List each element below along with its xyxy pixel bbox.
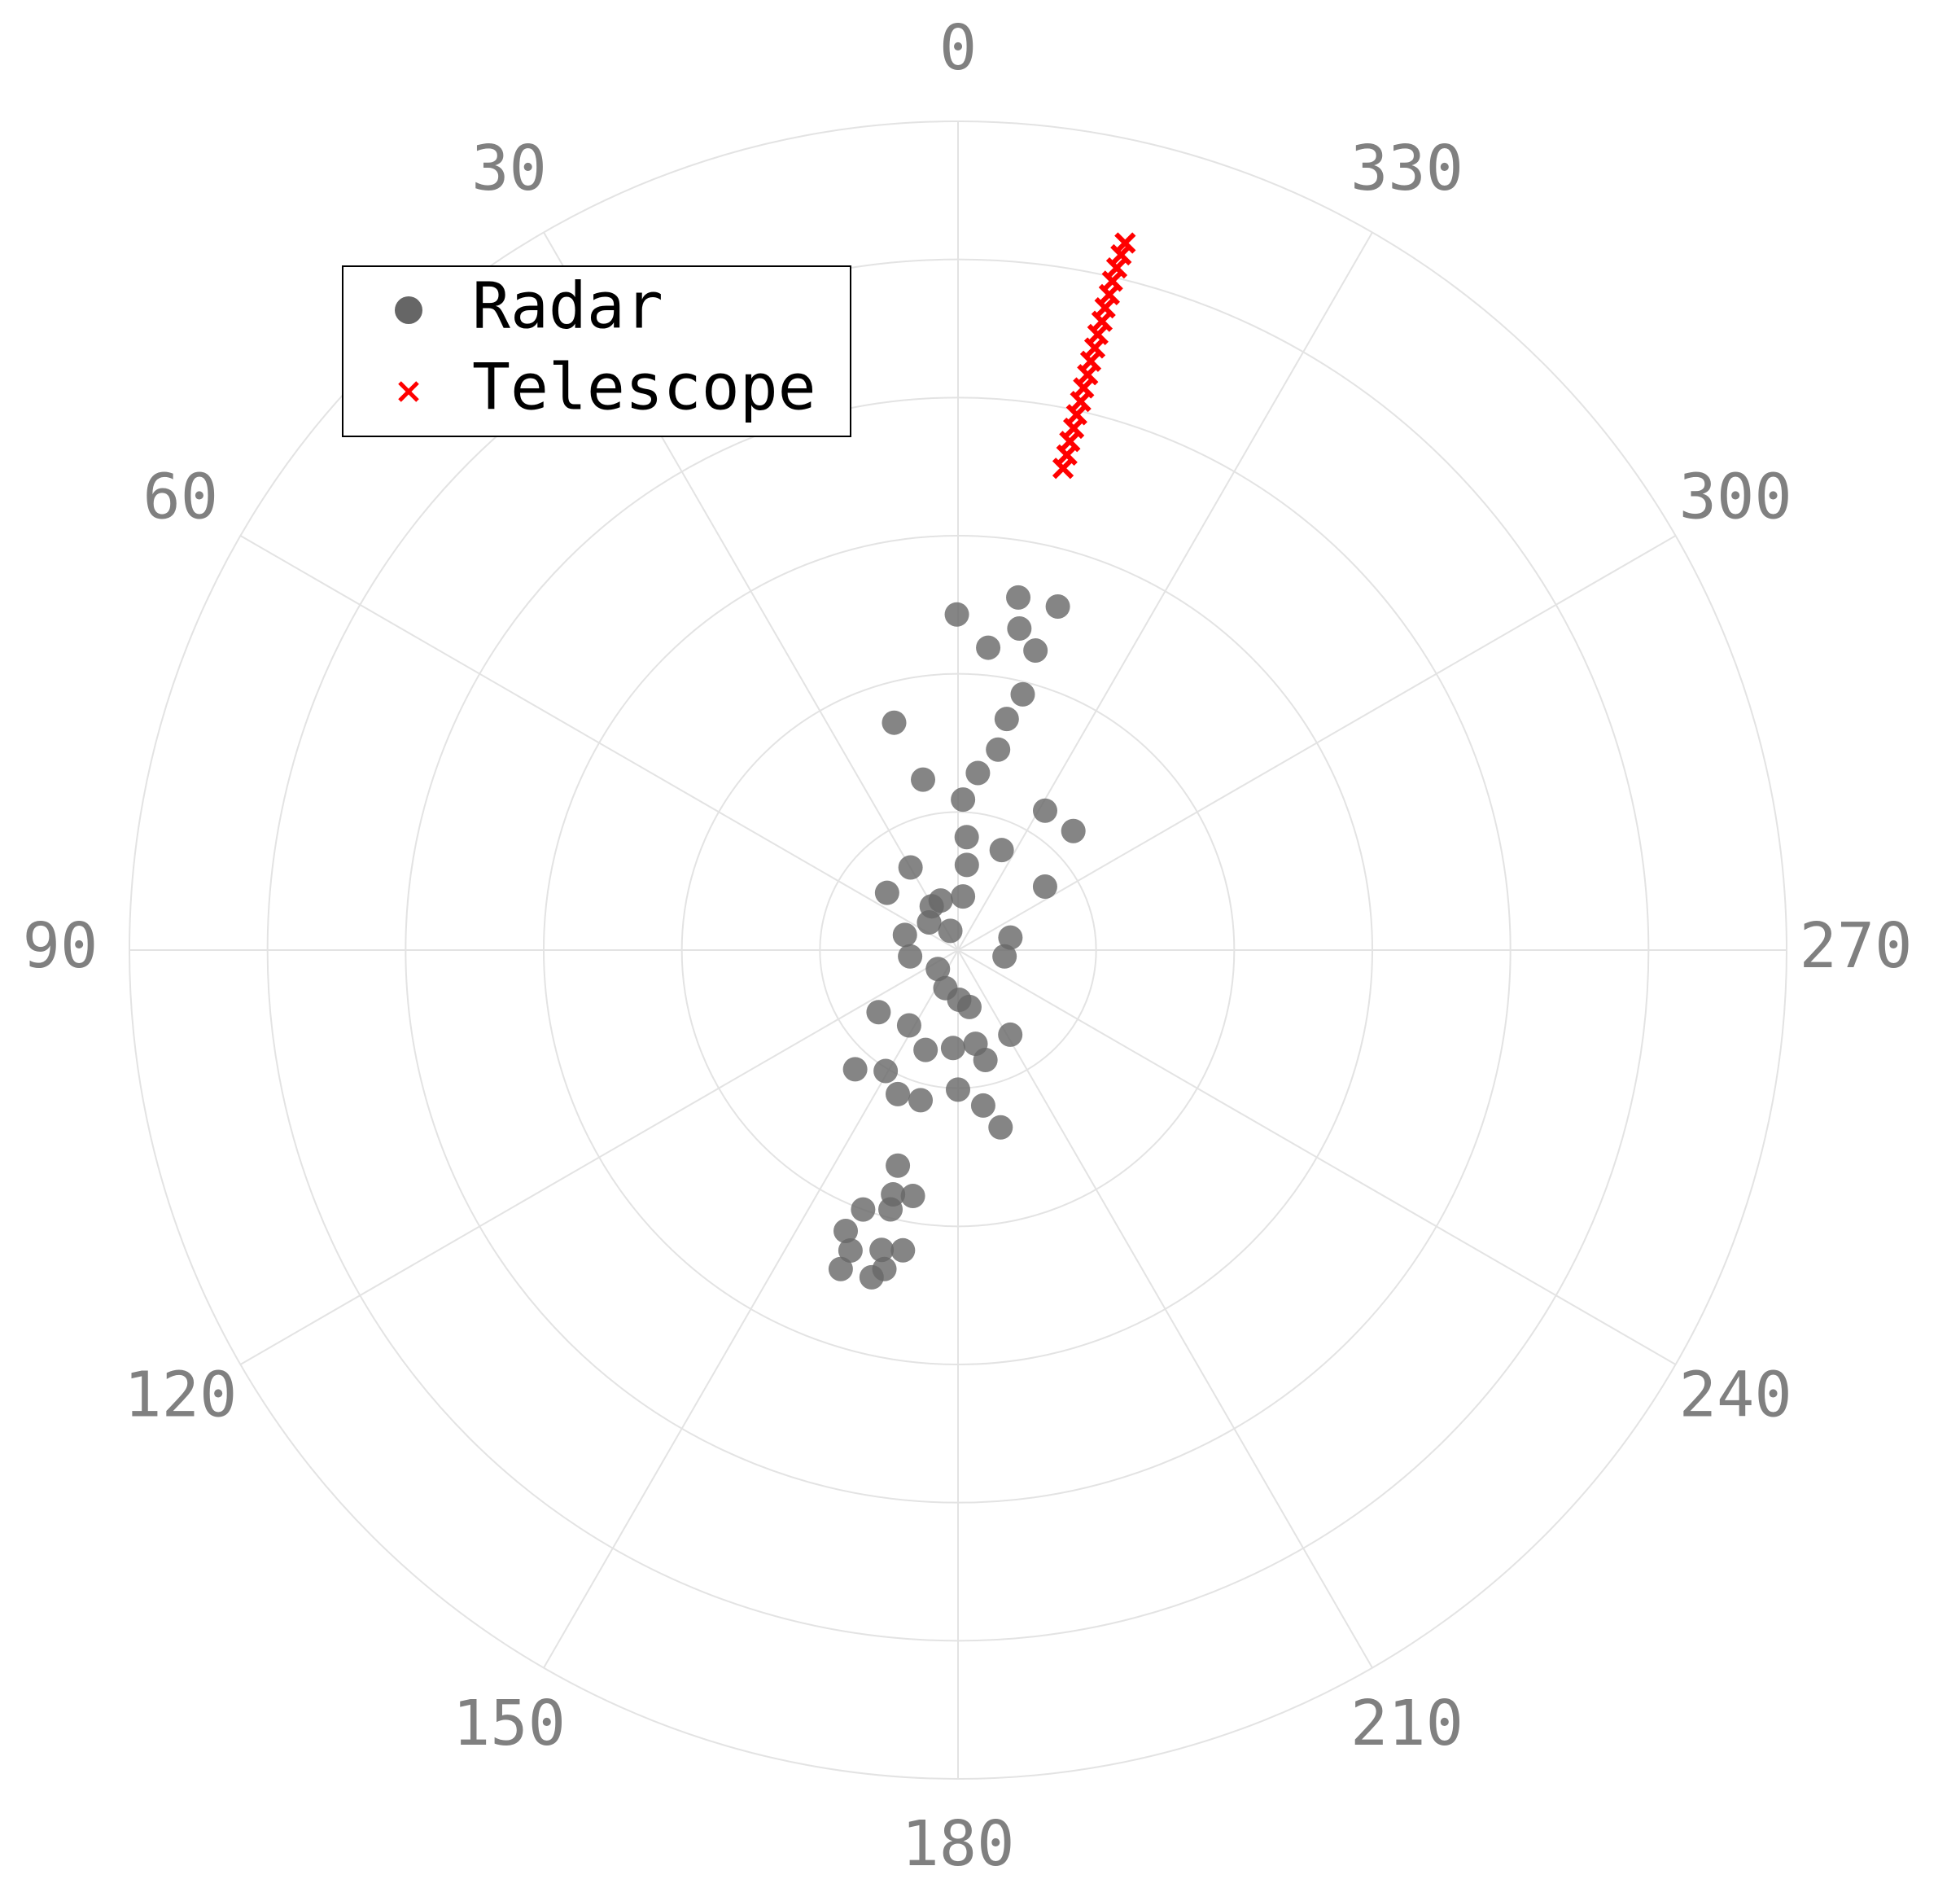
- telescope-point: [1110, 243, 1132, 266]
- grid-spoke: [239, 535, 959, 951]
- radar-point: [828, 1256, 853, 1281]
- theta-tick-label: 60: [142, 461, 218, 533]
- radar-point: [1023, 638, 1048, 664]
- theta-tick-label: 270: [1799, 910, 1912, 983]
- theta-tick-label: 180: [901, 1808, 1014, 1881]
- grid-spoke: [239, 949, 959, 1365]
- radar-point: [994, 707, 1019, 732]
- radar-point: [986, 737, 1011, 762]
- radar-point: [1045, 594, 1070, 620]
- theta-tick-label: 90: [23, 910, 98, 983]
- radar-point: [1010, 681, 1035, 707]
- polar-grid: 0 30 60 90 120 150 180 210 240 270 300 330: [23, 12, 1913, 1881]
- theta-tick-label: 330: [1350, 133, 1463, 205]
- radar-point: [946, 1077, 970, 1102]
- radar-point: [833, 1218, 859, 1243]
- radar-point: [992, 944, 1017, 969]
- radar-point: [886, 1081, 911, 1106]
- radar-point: [873, 1058, 899, 1084]
- radar-point: [940, 1036, 965, 1061]
- grid-spoke: [957, 949, 1373, 1669]
- radar-point: [913, 1037, 938, 1062]
- grid-spoke: [957, 535, 1677, 951]
- radar-point: [1032, 798, 1057, 823]
- radar-point: [900, 1184, 925, 1209]
- grid-spoke: [957, 231, 1373, 951]
- theta-tick-label: 120: [124, 1359, 237, 1431]
- radar-point: [956, 994, 982, 1019]
- radar-point: [938, 918, 963, 944]
- legend-box: [342, 265, 851, 437]
- theta-tick-label: 240: [1679, 1359, 1792, 1431]
- radar-point: [944, 602, 969, 627]
- radar-point: [970, 1093, 995, 1118]
- radar-point: [965, 760, 991, 786]
- radar-point: [919, 894, 944, 919]
- theta-tick-label: 30: [471, 133, 547, 205]
- radar-point: [954, 825, 979, 850]
- legend-label: Radar: [472, 269, 663, 343]
- radar-point: [998, 925, 1023, 950]
- radar-point: [951, 884, 976, 909]
- radar-point: [838, 1237, 863, 1263]
- legend: Radar Telescope: [342, 265, 851, 437]
- radar-point: [890, 1237, 916, 1263]
- radar-point: [886, 1153, 911, 1178]
- radar-point: [878, 1197, 903, 1222]
- radar-point: [896, 1013, 921, 1038]
- radar-point: [898, 944, 923, 969]
- radar-point: [892, 922, 917, 948]
- radar-point: [998, 1022, 1023, 1047]
- legend-marker: [398, 381, 419, 402]
- grid-spoke: [957, 949, 1677, 1365]
- radar-point: [911, 767, 936, 792]
- theta-tick-label: 210: [1350, 1688, 1463, 1760]
- radar-point: [973, 1047, 998, 1072]
- radar-point: [976, 635, 1001, 660]
- radar-point: [851, 1197, 876, 1222]
- radar-point: [1032, 874, 1057, 900]
- radar-point: [925, 957, 951, 982]
- theta-tick-label: 150: [453, 1688, 566, 1760]
- radar-point: [908, 1088, 934, 1113]
- radar-point: [842, 1057, 868, 1082]
- radar-point: [874, 880, 899, 905]
- radar-point: [954, 852, 979, 878]
- radar-point: [1061, 818, 1086, 843]
- radar-point: [866, 1000, 891, 1025]
- legend-marker: [395, 296, 422, 324]
- radar-point: [1007, 616, 1032, 642]
- theta-tick-label: 0: [939, 12, 977, 85]
- telescope-point: [1114, 232, 1136, 254]
- grid-spoke: [543, 949, 959, 1669]
- data-marks: [828, 232, 1136, 1290]
- radar-point: [869, 1237, 895, 1263]
- radar-point: [951, 787, 976, 813]
- radar-point: [872, 1256, 897, 1281]
- legend-label: Telescope: [472, 351, 816, 424]
- radar-point: [1006, 585, 1031, 610]
- theta-tick-label: 300: [1679, 461, 1792, 533]
- radar-point: [898, 855, 923, 880]
- radar-point: [933, 975, 958, 1001]
- radar-point: [882, 710, 907, 735]
- radar-point: [988, 1115, 1013, 1140]
- radar-point: [989, 838, 1014, 863]
